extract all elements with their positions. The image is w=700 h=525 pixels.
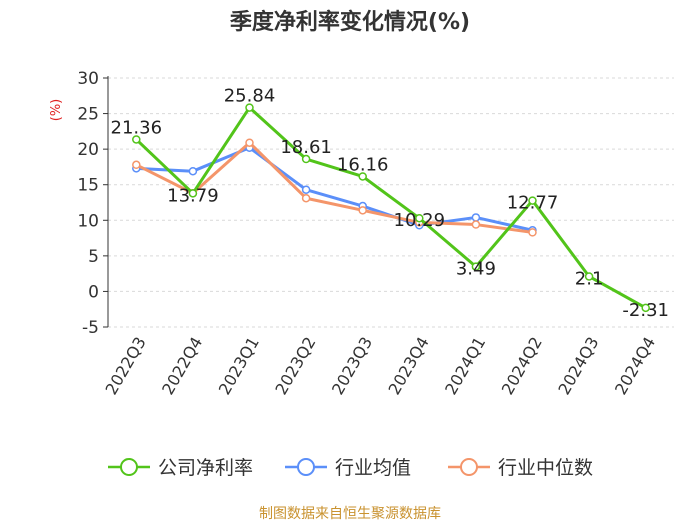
data-point (132, 160, 141, 170)
data-point (471, 213, 481, 222)
x-tick-label: 2024Q2 (498, 334, 546, 398)
x-tick-label: 2022Q4 (158, 334, 206, 398)
y-tick-label: 20 (77, 140, 99, 160)
series-line (136, 146, 533, 232)
x-tick-label: 2024Q3 (554, 334, 602, 398)
data-label: 2.1 (575, 268, 604, 289)
data-label: 18.61 (280, 137, 332, 158)
legend-marker (297, 458, 315, 476)
data-point (358, 206, 367, 215)
legend-item: 行业均值 (285, 457, 411, 479)
data-point (528, 228, 537, 237)
data-point (528, 196, 537, 205)
legend-marker (120, 458, 138, 476)
data-point (245, 138, 254, 147)
data-point (641, 303, 650, 313)
data-point (132, 135, 141, 144)
data-point (188, 189, 198, 198)
data-point (188, 166, 198, 176)
data-point (245, 103, 254, 112)
data-label: 16.16 (337, 154, 389, 175)
y-tick-label: 0 (88, 282, 99, 302)
series-layer (132, 103, 650, 313)
data-label: 3.49 (456, 259, 496, 280)
legend-label: 公司净利率 (158, 457, 253, 479)
y-axis-ticks: 30 25 20 15 10 5 0 -5 (77, 69, 109, 338)
data-point (358, 172, 367, 181)
legend-item: 公司净利率 (108, 457, 253, 479)
data-point (301, 185, 311, 194)
legend: 公司净利率 行业均值 行业中位数 (108, 457, 593, 479)
series-line (135, 106, 647, 310)
legend-label: 行业中位数 (498, 457, 593, 479)
data-label: 12.77 (507, 193, 559, 214)
data-point (584, 272, 594, 281)
series-line (135, 141, 533, 234)
data-label: 10.29 (394, 210, 446, 231)
x-tick-label: 2023Q4 (385, 334, 433, 398)
y-axis-label: (%) (49, 99, 64, 122)
data-label: 25.84 (224, 86, 276, 107)
legend-item: 行业中位数 (448, 457, 593, 479)
y-tick-label: 5 (88, 247, 99, 267)
y-tick-label: -5 (82, 318, 99, 338)
x-tick-label: 2024Q1 (441, 334, 489, 398)
x-tick-label: 2023Q1 (215, 334, 263, 398)
y-tick-label: 30 (77, 69, 99, 89)
chart-title: 季度净利率变化情况(%) (230, 9, 470, 35)
x-tick-label: 2023Q2 (271, 334, 319, 398)
data-label: -2.31 (622, 300, 669, 321)
x-tick-label: 2024Q4 (611, 334, 659, 398)
source-note: 制图数据来自恒生聚源数据库 (259, 506, 441, 522)
series-0 (132, 103, 650, 313)
legend-marker (460, 458, 478, 476)
data-point (301, 154, 311, 164)
x-tick-label: 2022Q3 (102, 334, 150, 398)
y-tick-label: 15 (77, 176, 99, 196)
y-tick-label: 25 (77, 105, 99, 125)
legend-label: 行业均值 (335, 457, 411, 479)
grid (108, 77, 674, 328)
y-tick-label: 10 (77, 211, 99, 231)
data-label: 21.36 (111, 117, 163, 138)
data-point (471, 220, 481, 229)
x-tick-label: 2023Q3 (328, 334, 376, 398)
data-point (415, 213, 424, 223)
x-axis-ticks: 2022Q3 2022Q4 2023Q1 2023Q2 2023Q3 2023Q4 2024… (102, 334, 660, 398)
data-label: 13.79 (167, 185, 219, 206)
data-point (301, 193, 311, 203)
data-point (471, 262, 481, 271)
series-2 (132, 138, 537, 237)
